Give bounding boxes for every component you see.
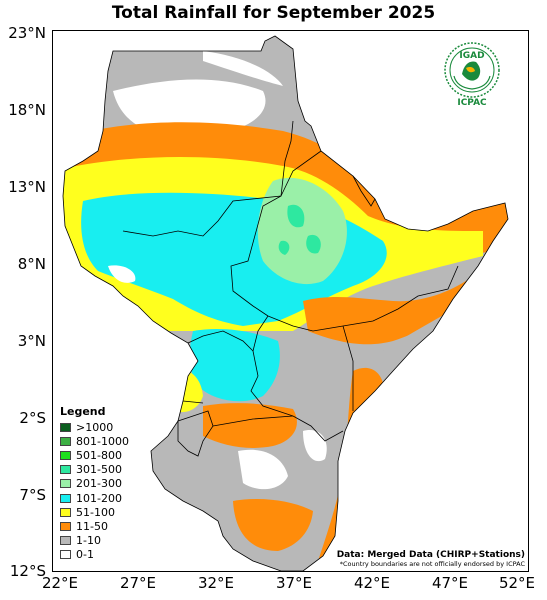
legend-item: >1000 xyxy=(60,420,129,434)
boundary-disclaimer: *Country boundaries are not officially e… xyxy=(339,560,525,568)
y-tick-label: 3°N xyxy=(17,332,46,350)
x-tick-label: 37°E xyxy=(275,574,313,592)
legend-label: 201-300 xyxy=(76,477,122,491)
legend-swatch xyxy=(60,465,71,475)
legend-title: Legend xyxy=(60,405,106,418)
map-legend: Legend >1000 801-1000 501-800 301-500 201-30… xyxy=(60,405,129,562)
x-tick-label: 42°E xyxy=(353,574,391,592)
legend-swatch xyxy=(60,422,71,432)
legend-swatch xyxy=(60,550,71,560)
legend-label: >1000 xyxy=(76,420,114,434)
y-tick-label: 13°N xyxy=(8,178,46,196)
y-tick-label: 18°N xyxy=(8,101,46,119)
map-frame xyxy=(52,30,529,572)
y-tick-label: 7°S xyxy=(19,486,46,504)
legend-swatch xyxy=(60,536,71,546)
legend-label: 51-100 xyxy=(76,505,115,519)
y-tick-label: 8°N xyxy=(17,255,46,273)
x-tick-label: 52°E xyxy=(498,574,536,592)
legend-swatch xyxy=(60,479,71,489)
legend-label: 0-1 xyxy=(76,548,94,562)
legend-item: 101-200 xyxy=(60,491,129,505)
y-tick-label: 23°N xyxy=(8,24,46,42)
legend-item: 0-1 xyxy=(60,548,129,562)
legend-swatch xyxy=(60,450,71,460)
legend-label: 801-1000 xyxy=(76,434,129,448)
logo-top-text: IGAD xyxy=(459,51,485,61)
x-tick-label: 32°E xyxy=(197,574,235,592)
logo-bottom-text: ICPAC xyxy=(457,98,487,108)
y-tick-label: 2°S xyxy=(19,409,46,427)
legend-item: 201-300 xyxy=(60,477,129,491)
legend-label: 1-10 xyxy=(76,534,101,548)
legend-item: 11-50 xyxy=(60,519,129,533)
legend-label: 101-200 xyxy=(76,491,122,505)
igad-logo: IGAD ICPAC xyxy=(440,40,504,110)
legend-swatch xyxy=(60,493,71,503)
legend-item: 301-500 xyxy=(60,463,129,477)
x-tick-label: 27°E xyxy=(119,574,157,592)
data-source: Data: Merged Data (CHIRP+Stations) xyxy=(336,550,525,560)
country-boundaries xyxy=(62,35,509,571)
page-title: Total Rainfall for September 2025 xyxy=(111,3,436,23)
legend-item: 1-10 xyxy=(60,534,129,548)
legend-label: 501-800 xyxy=(76,448,122,462)
legend-item: 51-100 xyxy=(60,505,129,519)
rainfall-map xyxy=(62,35,509,571)
data-credit: Data: Merged Data (CHIRP+Stations) *Coun… xyxy=(337,550,525,568)
legend-swatch xyxy=(60,521,71,531)
y-tick-label: 12°S xyxy=(9,562,46,580)
legend-label: 11-50 xyxy=(76,519,108,533)
legend-label: 301-500 xyxy=(76,463,122,477)
legend-item: 501-800 xyxy=(60,448,129,462)
x-tick-label: 47°E xyxy=(431,574,469,592)
legend-item: 801-1000 xyxy=(60,434,129,448)
legend-swatch xyxy=(60,507,71,517)
legend-swatch xyxy=(60,436,71,446)
x-tick-label: 22°E xyxy=(41,574,79,592)
